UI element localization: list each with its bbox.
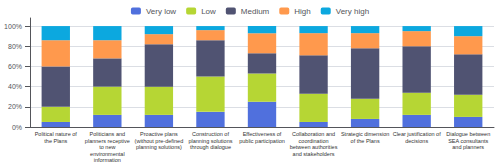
svg-text:public participation: public participation bbox=[239, 138, 285, 144]
svg-text:Collaboration and: Collaboration and bbox=[292, 131, 335, 137]
svg-text:and stakeholders: and stakeholders bbox=[293, 151, 335, 157]
svg-text:through dialogue: through dialogue bbox=[190, 144, 231, 150]
svg-text:100%: 100% bbox=[4, 23, 22, 30]
svg-text:planners receptive: planners receptive bbox=[85, 138, 130, 144]
svg-text:Effectiveness of: Effectiveness of bbox=[243, 131, 282, 137]
svg-text:High: High bbox=[294, 7, 310, 16]
svg-text:between authorities: between authorities bbox=[290, 144, 338, 150]
svg-text:Very high: Very high bbox=[336, 7, 369, 16]
svg-text:60%: 60% bbox=[8, 63, 22, 70]
svg-text:information: information bbox=[94, 157, 121, 163]
svg-text:Strategic dimension: Strategic dimension bbox=[341, 131, 389, 137]
svg-text:Clear justification of: Clear justification of bbox=[393, 131, 441, 137]
svg-text:Political nature of: Political nature of bbox=[35, 131, 78, 137]
svg-text:SEA consultants: SEA consultants bbox=[448, 138, 488, 144]
svg-text:Low: Low bbox=[201, 7, 216, 16]
svg-text:Construction of: Construction of bbox=[192, 131, 229, 137]
svg-text:Medium: Medium bbox=[241, 7, 270, 16]
svg-text:Proactive plans: Proactive plans bbox=[140, 131, 178, 137]
svg-text:decisions: decisions bbox=[405, 138, 428, 144]
svg-text:Dialogue between: Dialogue between bbox=[446, 131, 490, 137]
svg-text:(without pre-defined: (without pre-defined bbox=[135, 138, 184, 144]
svg-text:Very low: Very low bbox=[146, 7, 176, 16]
svg-text:to new: to new bbox=[99, 144, 115, 150]
svg-text:coordination: coordination bbox=[299, 138, 329, 144]
svg-text:0%: 0% bbox=[12, 124, 22, 131]
svg-text:20%: 20% bbox=[8, 103, 22, 110]
svg-text:planning solutions): planning solutions) bbox=[136, 144, 182, 150]
svg-text:planning solutions: planning solutions bbox=[188, 138, 232, 144]
svg-text:80%: 80% bbox=[8, 43, 22, 50]
svg-text:and planners: and planners bbox=[452, 144, 484, 150]
svg-text:environmental: environmental bbox=[90, 151, 125, 157]
svg-text:the Plans: the Plans bbox=[44, 138, 67, 144]
svg-text:of the Plans: of the Plans bbox=[351, 138, 380, 144]
svg-text:40%: 40% bbox=[8, 83, 22, 90]
svg-text:Politicians and: Politicians and bbox=[90, 131, 125, 137]
